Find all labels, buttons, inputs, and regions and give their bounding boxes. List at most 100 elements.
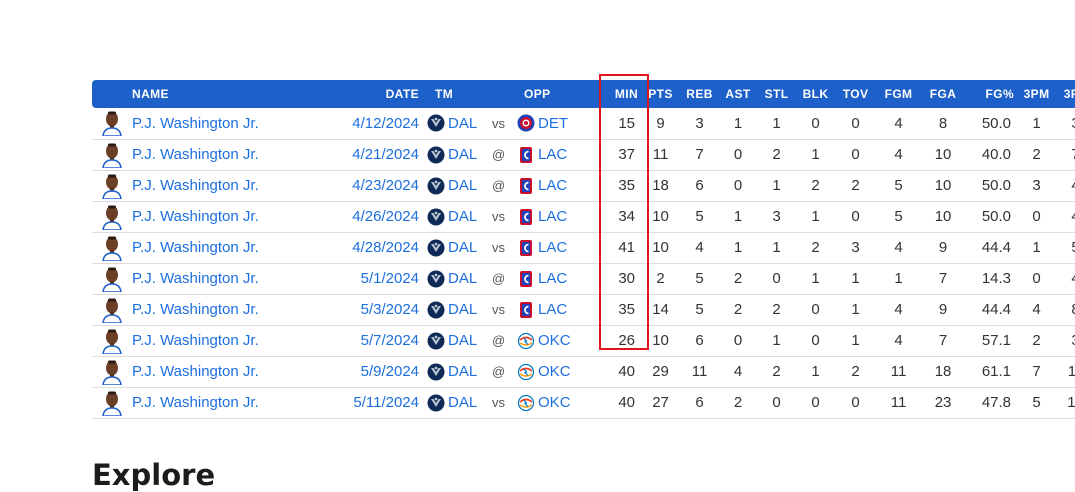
- stat-min: 35: [618, 177, 636, 194]
- stat-reb: 5: [695, 208, 704, 225]
- stat-fga: 9: [938, 239, 948, 256]
- stat-tpa: 4: [1056, 263, 1075, 294]
- mavericks-logo-icon: [427, 394, 445, 412]
- opponent-link[interactable]: LAC: [538, 177, 568, 194]
- game-date-link[interactable]: 4/12/2024: [352, 114, 419, 132]
- header-min[interactable]: MIN: [586, 80, 642, 108]
- stat-tov: 0: [851, 394, 860, 411]
- home-away-indicator: @: [492, 147, 506, 162]
- stat-min: 40: [618, 363, 636, 380]
- opponent-link[interactable]: LAC: [538, 146, 568, 163]
- team-link[interactable]: DAL: [448, 177, 478, 194]
- player-name-link[interactable]: P.J. Washington Jr.: [132, 301, 259, 318]
- table-header-row: NAME DATE TM OPP MIN PTS REB AST STL BLK…: [92, 80, 1075, 108]
- opponent-logo-cell: [514, 201, 538, 232]
- stat-tov: 1: [851, 301, 860, 318]
- opponent-link[interactable]: OKC: [538, 332, 571, 349]
- stat-fgm: 4: [894, 114, 903, 132]
- team-link[interactable]: DAL: [448, 114, 478, 132]
- stat-fgm: 5: [894, 177, 903, 194]
- clippers-logo-icon: [517, 177, 535, 195]
- player-name-link[interactable]: P.J. Washington Jr.: [132, 208, 259, 225]
- stat-tpa: 4: [1056, 201, 1075, 232]
- header-reb[interactable]: REB: [680, 80, 720, 108]
- opponent-link[interactable]: DET: [538, 114, 569, 132]
- team-link[interactable]: DAL: [448, 146, 478, 163]
- stat-fgm: 4: [894, 332, 903, 349]
- stat-fgm: 11: [890, 394, 907, 411]
- game-date-link[interactable]: 5/11/2024: [353, 394, 419, 411]
- explore-heading: Explore: [92, 458, 216, 492]
- header-blk[interactable]: BLK: [796, 80, 836, 108]
- stat-blk: 0: [811, 332, 820, 349]
- stat-blk: 0: [811, 114, 820, 132]
- opponent-link[interactable]: LAC: [538, 239, 568, 256]
- home-away-indicator: @: [492, 333, 506, 348]
- header-stl[interactable]: STL: [757, 80, 797, 108]
- player-headshot-icon: [101, 235, 123, 262]
- header-opp[interactable]: OPP: [514, 80, 587, 108]
- player-name-link[interactable]: P.J. Washington Jr.: [132, 363, 259, 380]
- player-name-link[interactable]: P.J. Washington Jr.: [132, 394, 259, 411]
- player-name-link[interactable]: P.J. Washington Jr.: [132, 332, 259, 349]
- player-name-link[interactable]: P.J. Washington Jr.: [132, 270, 259, 287]
- header-pts[interactable]: PTS: [641, 80, 681, 108]
- team-link[interactable]: DAL: [448, 363, 478, 380]
- stat-tov: 2: [851, 363, 860, 380]
- stat-ast: 2: [733, 301, 743, 318]
- team-link[interactable]: DAL: [448, 239, 478, 256]
- stat-fg-pct: 50.0: [981, 177, 1012, 194]
- header-3pa[interactable]: 3PA: [1056, 80, 1075, 108]
- mavericks-logo-icon: [427, 239, 445, 257]
- opponent-link[interactable]: LAC: [538, 301, 568, 318]
- team-link[interactable]: DAL: [448, 332, 478, 349]
- stat-ast: 4: [733, 363, 743, 380]
- opponent-link[interactable]: OKC: [538, 394, 571, 411]
- player-name-link[interactable]: P.J. Washington Jr.: [132, 146, 259, 163]
- header-headshot: [92, 80, 132, 108]
- stat-fga: 23: [934, 394, 952, 411]
- game-log-table: NAME DATE TM OPP MIN PTS REB AST STL BLK…: [92, 80, 1075, 419]
- stat-pts: 14: [652, 301, 669, 318]
- table-row: P.J. Washington Jr. 5/3/2024 DAL vs LAC 35 14 5…: [92, 294, 1075, 325]
- header-fgm[interactable]: FGM: [876, 80, 922, 108]
- team-link[interactable]: DAL: [448, 394, 478, 411]
- player-name-link[interactable]: P.J. Washington Jr.: [132, 239, 259, 256]
- header-name[interactable]: NAME: [132, 80, 282, 108]
- header-fga[interactable]: FGA: [921, 80, 966, 108]
- opponent-link[interactable]: LAC: [538, 208, 568, 225]
- player-name-link[interactable]: P.J. Washington Jr.: [132, 114, 259, 132]
- stat-tpm: 0: [1032, 208, 1041, 225]
- game-date-link[interactable]: 4/26/2024: [352, 208, 419, 225]
- game-date-link[interactable]: 4/21/2024: [352, 146, 419, 163]
- game-date-link[interactable]: 5/3/2024: [360, 301, 419, 318]
- stat-tpa: 3: [1056, 325, 1075, 356]
- home-away-indicator: @: [492, 271, 506, 286]
- header-date[interactable]: DATE: [282, 80, 423, 108]
- header-ast[interactable]: AST: [719, 80, 758, 108]
- team-link[interactable]: DAL: [448, 270, 478, 287]
- game-date-link[interactable]: 4/23/2024: [352, 177, 419, 194]
- game-date-link[interactable]: 5/9/2024: [360, 363, 419, 380]
- thunder-logo-icon: [517, 394, 535, 412]
- team-link[interactable]: DAL: [448, 301, 478, 318]
- table-row: P.J. Washington Jr. 5/11/2024 DAL vs OKC 40 27…: [92, 387, 1075, 418]
- opponent-link[interactable]: LAC: [538, 270, 568, 287]
- opponent-logo-cell: [514, 294, 538, 325]
- header-3pm[interactable]: 3PM: [1017, 80, 1057, 108]
- clippers-logo-icon: [517, 270, 535, 288]
- stat-pts: 9: [656, 114, 665, 132]
- player-headshot: [92, 139, 132, 170]
- header-tm[interactable]: TM: [423, 80, 493, 108]
- stat-fga: 10: [934, 208, 952, 225]
- stat-blk: 2: [811, 177, 820, 194]
- game-date-link[interactable]: 5/1/2024: [360, 270, 419, 287]
- game-date-link[interactable]: 5/7/2024: [360, 332, 419, 349]
- player-name-link[interactable]: P.J. Washington Jr.: [132, 177, 259, 194]
- team-link[interactable]: DAL: [448, 208, 478, 225]
- game-date-link[interactable]: 4/28/2024: [352, 239, 419, 256]
- opponent-link[interactable]: OKC: [538, 363, 571, 380]
- header-tov[interactable]: TOV: [835, 80, 877, 108]
- header-fg-pct[interactable]: FG%: [965, 80, 1018, 108]
- stat-tov: 0: [851, 146, 860, 163]
